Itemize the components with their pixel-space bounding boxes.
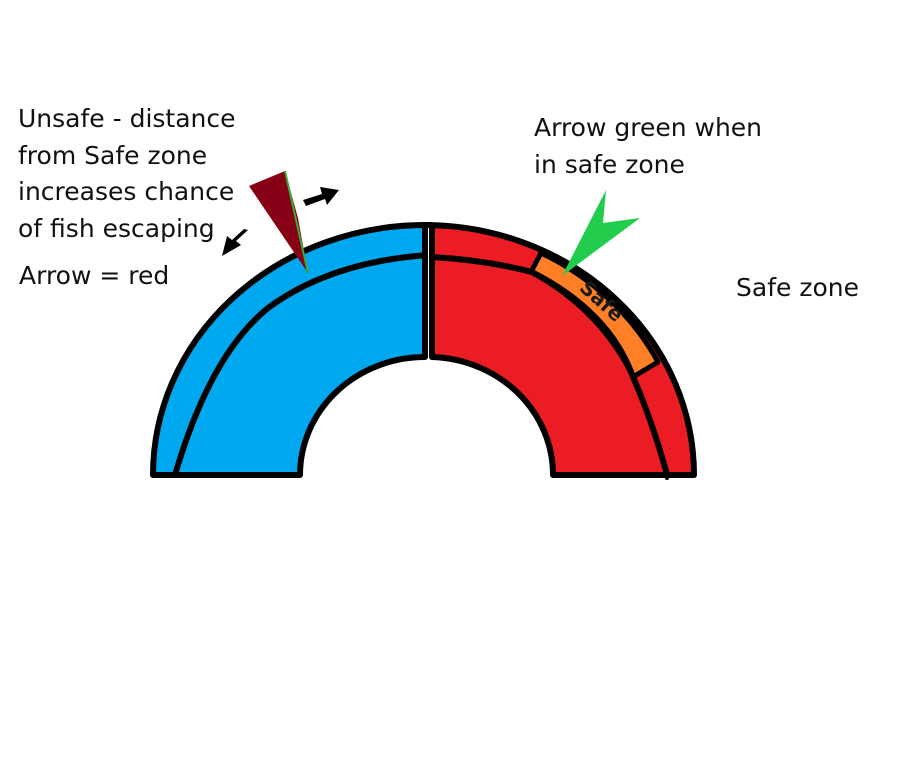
green-pointer-arrow-icon [562, 190, 640, 276]
inner-track-right [431, 254, 671, 479]
red-pointer-arrow-icon [249, 170, 309, 274]
green-arrow-annotation: Arrow green when in safe zone [534, 110, 762, 183]
green-line-2: in safe zone [534, 149, 685, 179]
unsafe-line-4: of fish escaping [18, 213, 215, 243]
safe-zone-annotation: Safe zone [736, 273, 859, 302]
unsafe-line-3: increases chance [18, 177, 235, 206]
unsafe-annotation: Unsafe - distance from Safe zone increas… [18, 101, 236, 247]
green-line-1: Arrow green when [534, 113, 763, 142]
unsafe-left-segment [150, 222, 428, 478]
unsafe-right-segment [422, 222, 697, 478]
unsafe-line-2: from Safe zone [18, 140, 208, 170]
direction-arrows-icon [222, 187, 339, 256]
gauge-end-dot [665, 476, 669, 480]
arrow-red-annotation: Arrow = red [19, 261, 170, 290]
unsafe-line-1: Unsafe - distance [18, 104, 236, 133]
inner-track-left [172, 252, 429, 476]
